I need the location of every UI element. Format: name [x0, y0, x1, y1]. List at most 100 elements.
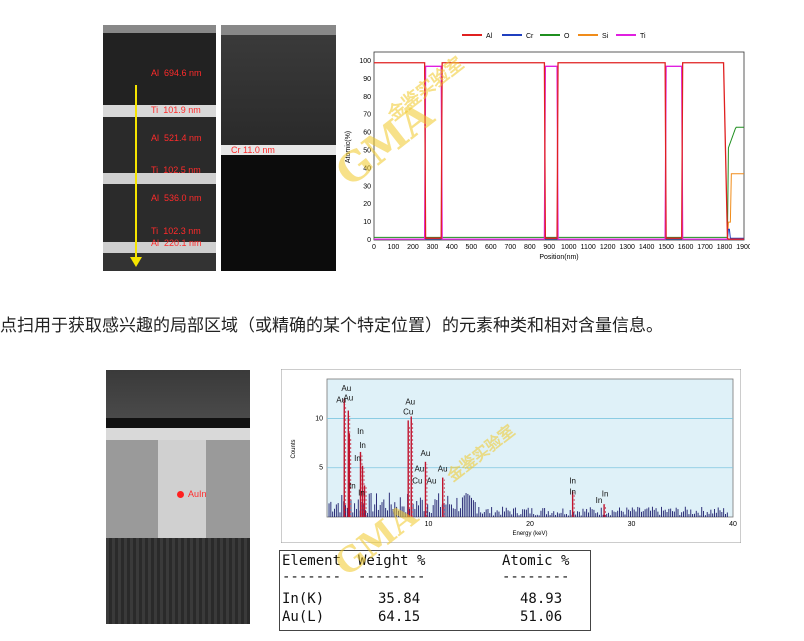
layer-label: Al 694.6 nm	[151, 68, 202, 78]
eds-x-tick-label: 20	[526, 521, 534, 528]
col-atomic-header: Atomic %	[502, 553, 570, 569]
eds-x-tick-label: 10	[425, 521, 433, 528]
eds-peak-label: Au	[438, 465, 448, 474]
y-tick-label: 60	[363, 130, 371, 137]
table-row: In(K) 35.84 48.93	[280, 591, 590, 609]
table-row: Au(L) 64.15 51.06	[280, 609, 590, 627]
x-tick-label: 900	[543, 244, 555, 251]
x-tick-label: 1600	[678, 244, 694, 251]
eds-y-tick-label: 5	[319, 465, 323, 472]
x-tick-label: 1300	[619, 244, 635, 251]
scan-point-label: AuIn	[188, 489, 207, 499]
table-divider-row: ------- -------- --------	[282, 569, 570, 585]
cell-element: Au(L)	[282, 609, 325, 625]
x-tick-label: 1900	[736, 244, 750, 251]
y-tick-label: 0	[367, 237, 371, 244]
x-tick-label: 0	[372, 244, 376, 251]
series-si-line	[374, 173, 744, 240]
y-axis-label: Atomic(%)	[345, 131, 352, 163]
x-tick-label: 400	[446, 244, 458, 251]
x-tick-label: 1400	[639, 244, 655, 251]
eds-peak-label: Cu	[412, 476, 422, 485]
eds-peak-label: Au	[405, 398, 415, 407]
cr-layer-label: Cr 11.0 nm	[231, 145, 275, 155]
body-paragraph: 点扫用于获取感兴趣的局部区域（或精确的某个特定位置）的元素种类和相对含量信息。	[0, 316, 663, 336]
eds-peak-label: In	[358, 488, 365, 497]
x-tick-label: 200	[407, 244, 419, 251]
eds-peak-label: In	[349, 481, 356, 490]
cell-element: In(K)	[282, 591, 325, 607]
legend-o: O	[564, 33, 570, 40]
scan-direction-arrow	[130, 85, 142, 267]
y-tick-label: 30	[363, 183, 371, 190]
legend-al: Al	[486, 33, 493, 40]
x-tick-label: 1700	[697, 244, 713, 251]
x-tick-label: 100	[388, 244, 400, 251]
legend-cr: Cr	[526, 33, 534, 40]
series-al-line	[374, 62, 744, 240]
line-profile-chart: Al Cr O Si Ti 0 10 20 30 40 50 60 70 80 90 100 0 10…	[340, 27, 752, 267]
x-tick-label: 700	[504, 244, 516, 251]
eds-plot-area	[326, 378, 734, 518]
eds-peak-label: In	[602, 489, 609, 498]
table-header-row: Element Weight % Atomic %	[280, 553, 590, 571]
series-o-line	[374, 126, 744, 238]
x-tick-label: 1800	[717, 244, 733, 251]
eds-peak-label: Au	[414, 465, 424, 474]
x-tick-label: 1100	[581, 244, 596, 251]
eds-peak-label: Au	[341, 384, 351, 393]
eds-spectrum-chart: Au Au Au Cu Au In In In Au Au Au Cu Au In In In In In In 5…	[280, 368, 742, 544]
col-element-header: Element	[282, 553, 342, 569]
x-tick-label: 1000	[561, 244, 577, 251]
chart-legend: Al Cr O Si Ti	[462, 33, 646, 40]
legend-ti: Ti	[640, 33, 646, 40]
eds-peak-label: Au	[421, 449, 431, 458]
eds-peak-label: In	[596, 496, 603, 505]
x-tick-label: 800	[524, 244, 536, 251]
y-tick-label: 10	[363, 219, 371, 226]
layer-label: Ti 101.9 nm	[151, 105, 201, 115]
eds-peak-label: In	[569, 487, 576, 496]
eds-peak-label: Au	[343, 394, 353, 403]
col-weight-header: Weight %	[358, 553, 426, 569]
eds-peak-label: In	[354, 454, 361, 463]
layer-label: Ti 102.3 nm	[151, 226, 201, 236]
x-tick-label: 600	[485, 244, 497, 251]
y-tick-label: 50	[363, 147, 371, 154]
layer-label: Al 536.0 nm	[151, 193, 202, 203]
legend-si: Si	[602, 33, 609, 40]
eds-peak-label: Au	[427, 476, 437, 485]
tem-point-scan-image: AuIn	[106, 370, 250, 624]
y-tick-label: 100	[359, 58, 371, 65]
eds-peak-label: Cu	[403, 407, 413, 416]
eds-peak-label: In	[357, 427, 364, 436]
x-axis-label: Position(nm)	[539, 254, 578, 261]
layer-label: Al 521.4 nm	[151, 133, 202, 143]
plot-frame	[373, 51, 745, 241]
y-tick-label: 70	[363, 112, 371, 119]
eds-y-tick-label: 10	[315, 415, 323, 422]
eds-peak-label: In	[359, 441, 366, 450]
cell-atomic: 48.93	[520, 591, 563, 607]
cell-atomic: 51.06	[520, 609, 563, 625]
layer-label: Al 220.1 nm	[151, 238, 202, 248]
scan-point-marker	[177, 491, 184, 498]
composition-table: Element Weight % Atomic % ------- ------…	[279, 550, 591, 631]
eds-peak-label: Au	[336, 396, 346, 405]
cell-weight: 64.15	[378, 609, 421, 625]
eds-peak-label: In	[569, 476, 576, 485]
y-tick-label: 40	[363, 165, 371, 172]
eds-x-axis-label: Energy (keV)	[512, 531, 547, 537]
layer-label: Ti 102.5 nm	[151, 165, 201, 175]
cell-weight: 35.84	[378, 591, 421, 607]
y-tick-label: 20	[363, 201, 371, 208]
eds-x-tick-label: 40	[729, 521, 737, 528]
tem-cross-section-image: Al 694.6 nm Ti 101.9 nm Al 521.4 nm Ti 1…	[103, 25, 216, 271]
eds-y-axis-label: Counts	[291, 439, 297, 458]
x-tick-label: 500	[466, 244, 478, 251]
x-tick-label: 1500	[658, 244, 674, 251]
tem-cr-layer-image: Cr 11.0 nm	[221, 25, 336, 271]
y-tick-label: 80	[363, 94, 371, 101]
x-tick-label: 300	[427, 244, 439, 251]
series-ti-line	[374, 65, 744, 240]
